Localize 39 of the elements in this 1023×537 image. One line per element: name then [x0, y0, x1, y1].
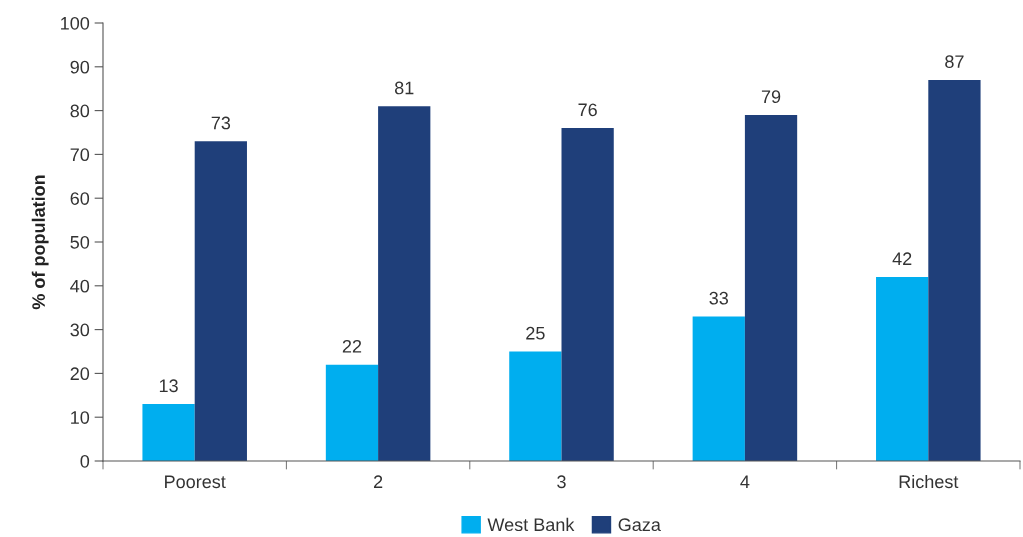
- x-tick-label: 3: [557, 475, 566, 489]
- y-tick-label: 40: [70, 279, 90, 293]
- x-tick-label: 2: [373, 475, 383, 488]
- data-label: 42: [892, 252, 912, 265]
- bar: [876, 277, 929, 461]
- x-tick-label: 4: [740, 475, 750, 488]
- y-tick-label: 100: [61, 16, 90, 30]
- bar: [928, 79, 981, 461]
- bar: [561, 128, 614, 461]
- data-label: 87: [945, 55, 964, 69]
- data-label: 79: [761, 90, 781, 104]
- bar: [378, 106, 431, 461]
- legend-label: West Bank: [487, 517, 575, 532]
- y-tick-label: 20: [70, 367, 90, 381]
- data-label: 33: [709, 291, 729, 305]
- y-tick-label: 60: [70, 192, 90, 205]
- y-tick-label: 10: [71, 411, 90, 424]
- y-tick-label: 30: [70, 323, 90, 337]
- y-axis-title: % of population: [31, 175, 49, 310]
- x-tick-label: Richest: [899, 474, 959, 489]
- bar: [142, 404, 195, 461]
- bar: [744, 114, 798, 461]
- data-label: 13: [159, 379, 178, 393]
- x-tick-label: Poorest: [165, 475, 226, 489]
- bar: [692, 316, 745, 461]
- y-tick-label: 90: [70, 60, 90, 74]
- bar: [325, 364, 379, 461]
- y-tick-label: 50: [70, 235, 90, 249]
- bar: [509, 351, 562, 461]
- data-label: 22: [342, 339, 362, 353]
- bar: [194, 141, 247, 461]
- data-label: 81: [394, 81, 414, 95]
- y-tick-label: 0: [80, 454, 90, 468]
- y-tick-label: 80: [70, 104, 90, 118]
- data-label: 73: [211, 116, 231, 130]
- data-label: 76: [578, 103, 597, 117]
- legend-label: Gaza: [618, 518, 661, 532]
- y-tick-label: 70: [70, 148, 90, 162]
- data-label: 25: [526, 326, 545, 340]
